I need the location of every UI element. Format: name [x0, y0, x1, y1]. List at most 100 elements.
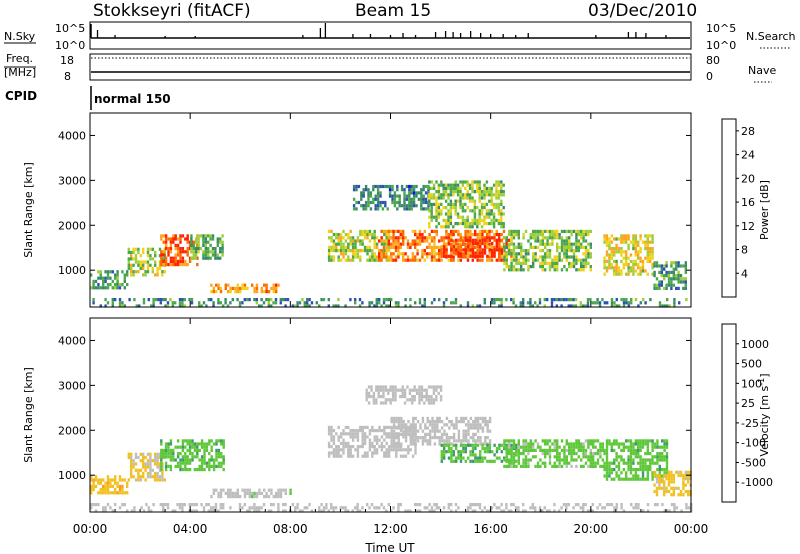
- velocity-cell: [433, 426, 437, 430]
- power-cell: [263, 283, 266, 287]
- velocity-cell: [472, 436, 475, 440]
- velocity-cell: [330, 438, 333, 442]
- power-cell: [176, 237, 180, 241]
- velocity-cell: [563, 461, 566, 465]
- velocity-cell: [332, 429, 336, 433]
- velocity-cell: [517, 455, 520, 459]
- power-cell: [658, 264, 661, 268]
- power-cell: [402, 239, 405, 243]
- velocity-cell: [440, 432, 444, 436]
- velocity-cell: [553, 445, 556, 449]
- velocity-cell: [282, 488, 285, 492]
- power-cell: [447, 209, 450, 213]
- velocity-cell: [572, 445, 576, 449]
- power-cell: [166, 304, 170, 308]
- velocity-cell: [330, 429, 333, 433]
- power-cell: [461, 222, 465, 226]
- power-cell: [408, 200, 411, 205]
- velocity-cell: [186, 468, 189, 472]
- power-cell: [452, 255, 455, 259]
- velocity-cell: [594, 464, 597, 468]
- power-cell: [181, 234, 185, 238]
- power-cell: [243, 298, 246, 302]
- velocity-cell: [641, 442, 645, 446]
- power-cell: [522, 236, 525, 240]
- power-cell: [146, 270, 150, 274]
- power-cell: [417, 191, 421, 195]
- power-cell: [651, 240, 654, 244]
- velocity-cell: [656, 468, 659, 472]
- velocity-cell: [608, 464, 611, 468]
- velocity-cell: [436, 426, 439, 430]
- velocity-cell: [594, 445, 597, 449]
- velocity-cell: [591, 503, 594, 507]
- power-cell: [637, 240, 640, 244]
- power-cell: [625, 250, 628, 254]
- power-cell: [162, 298, 165, 302]
- power-cell: [315, 301, 318, 305]
- power-cell: [517, 261, 520, 265]
- power-cell: [649, 253, 652, 257]
- velocity-cell: [663, 486, 666, 490]
- velocity-cell: [154, 455, 157, 460]
- power-cell: [527, 239, 530, 243]
- velocity-cell: [181, 468, 185, 472]
- power-cell: [361, 249, 364, 253]
- power-cell: [665, 283, 668, 287]
- velocity-cell: [472, 432, 475, 436]
- velocity-cell: [486, 423, 489, 427]
- velocity-cell: [214, 506, 218, 510]
- power-cell: [204, 234, 207, 238]
- power-cell: [584, 239, 588, 243]
- power-cell: [536, 229, 540, 233]
- power-cell: [495, 229, 498, 233]
- velocity-cell: [572, 442, 576, 446]
- velocity-cell: [493, 453, 496, 457]
- power-cell: [435, 233, 438, 237]
- power-cell: [452, 193, 455, 197]
- power-cell: [272, 290, 275, 294]
- power-cell: [610, 240, 613, 244]
- velocity-cell: [479, 450, 482, 454]
- velocity-cell: [601, 442, 604, 446]
- power-cell: [684, 264, 687, 268]
- velocity-cell: [558, 464, 561, 468]
- velocity-cell: [565, 448, 568, 452]
- velocity-cell: [649, 458, 652, 462]
- power-cell: [471, 199, 474, 203]
- cpid-label: CPID: [5, 89, 37, 103]
- power-cell: [505, 239, 508, 243]
- velocity-cell: [354, 435, 357, 439]
- velocity-cell: [428, 439, 432, 443]
- velocity-cell: [651, 445, 654, 449]
- power-cell: [154, 260, 157, 264]
- velocity-cell: [377, 391, 380, 395]
- velocity-cell: [672, 486, 675, 490]
- velocity-cell: [140, 506, 143, 510]
- velocity-cell: [433, 423, 437, 427]
- power-cell: [382, 229, 386, 233]
- velocity-cell: [219, 488, 223, 492]
- velocity-cell: [412, 426, 415, 430]
- velocity-cell: [160, 452, 163, 456]
- velocity-cell: [332, 451, 336, 455]
- power-cell: [473, 199, 477, 203]
- power-cell: [352, 184, 356, 189]
- velocity-cell: [121, 503, 124, 507]
- power-cell: [466, 229, 470, 233]
- velocity-cell: [411, 435, 415, 439]
- power-cell: [586, 298, 590, 302]
- velocity-cell: [160, 464, 163, 468]
- velocity-cell: [584, 461, 588, 465]
- velocity-cell: [661, 474, 664, 478]
- power-cell: [411, 242, 414, 246]
- power-cell: [412, 191, 416, 195]
- velocity-cell: [397, 432, 401, 436]
- velocity-cell: [397, 445, 400, 449]
- power-cell: [651, 250, 654, 254]
- power-cell: [444, 218, 448, 222]
- velocity-cell: [424, 423, 427, 427]
- velocity-cell: [527, 452, 530, 456]
- power-cell: [392, 245, 395, 249]
- velocity-cell: [613, 442, 616, 446]
